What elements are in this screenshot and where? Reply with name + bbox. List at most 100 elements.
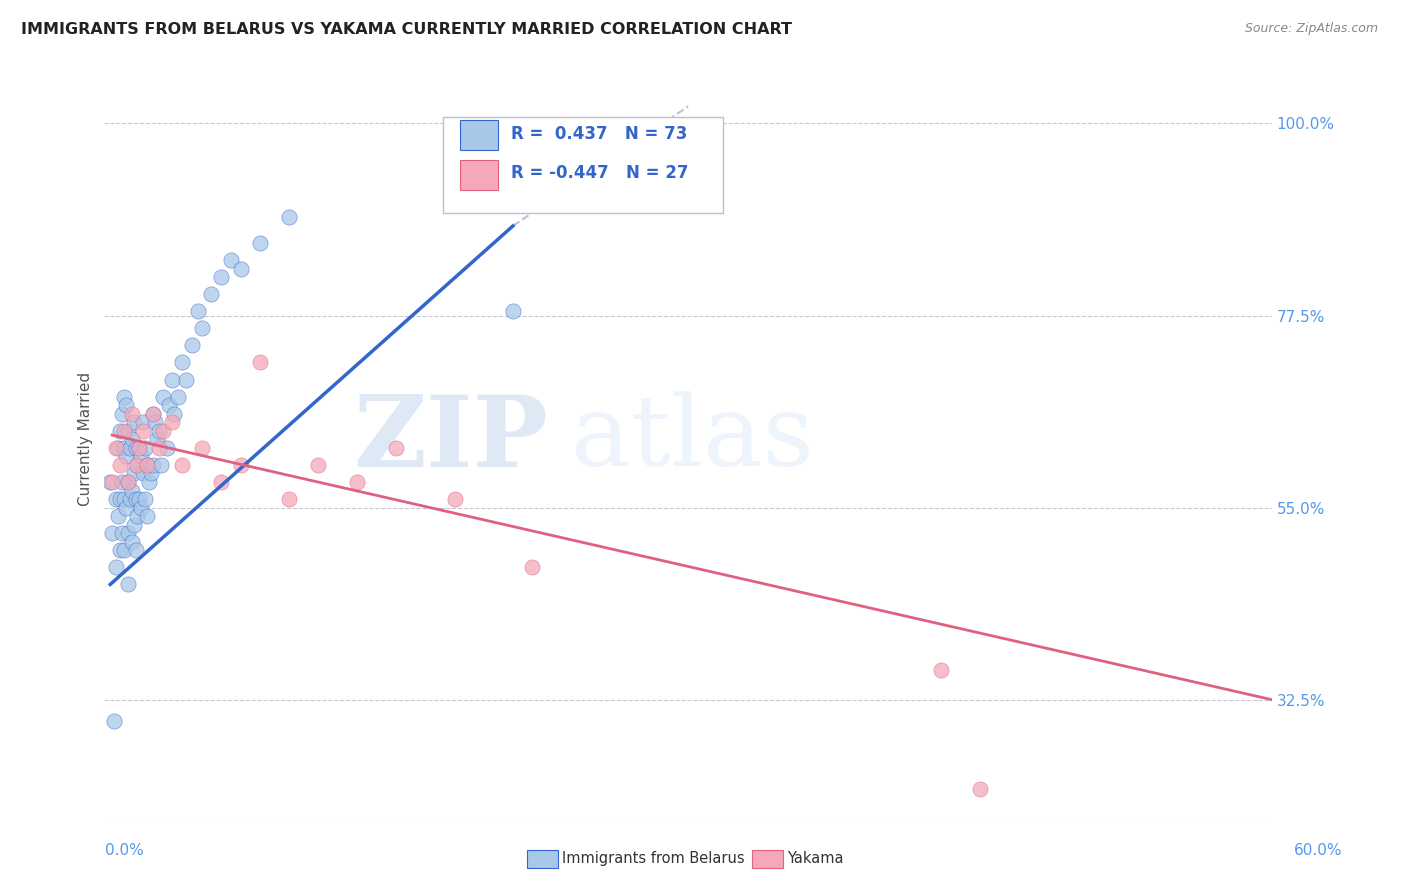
Text: Immigrants from Belarus: Immigrants from Belarus [562, 852, 745, 866]
Text: R = -0.447   N = 27: R = -0.447 N = 27 [510, 164, 688, 182]
Point [229, 261, 252, 276]
Point [112, 441, 135, 455]
Point [502, 304, 524, 318]
Y-axis label: Currently Married: Currently Married [79, 372, 93, 507]
Point [229, 458, 252, 472]
Point [307, 458, 329, 472]
Point [114, 450, 136, 464]
Point [209, 270, 232, 285]
Point [121, 534, 143, 549]
Point [136, 458, 159, 472]
Point [124, 543, 146, 558]
Text: R =  0.437   N = 73: R = 0.437 N = 73 [510, 125, 688, 144]
Point [118, 491, 141, 506]
Point [136, 458, 159, 472]
Point [929, 663, 952, 677]
Point [143, 415, 166, 429]
Text: Yakama: Yakama [787, 852, 844, 866]
Point [112, 491, 135, 506]
Point [187, 304, 209, 318]
Point [108, 458, 131, 472]
Point [117, 424, 139, 438]
Point [124, 491, 146, 506]
Point [172, 355, 194, 369]
Text: atlas: atlas [571, 392, 814, 487]
Point [152, 424, 174, 438]
Point [103, 714, 125, 728]
FancyBboxPatch shape [461, 161, 498, 190]
Point [142, 407, 165, 421]
Point [148, 441, 170, 455]
Point [174, 373, 197, 387]
Point [219, 253, 242, 268]
Point [162, 373, 184, 387]
Point [114, 398, 136, 412]
Point [131, 450, 153, 464]
Point [138, 475, 160, 489]
Point [105, 560, 128, 574]
Point [249, 355, 271, 369]
Point [181, 338, 204, 352]
Point [118, 441, 141, 455]
Point [121, 433, 143, 447]
Point [148, 424, 170, 438]
Point [122, 517, 145, 532]
Point [112, 390, 135, 404]
Point [136, 509, 159, 524]
Point [132, 424, 155, 438]
Point [128, 441, 150, 455]
Point [522, 560, 544, 574]
Point [209, 475, 232, 489]
Text: 0.0%: 0.0% [105, 843, 145, 858]
Point [98, 475, 121, 489]
Point [172, 458, 194, 472]
Point [167, 390, 190, 404]
Point [117, 475, 139, 489]
Point [131, 500, 153, 515]
Point [190, 321, 212, 335]
Point [117, 475, 139, 489]
Point [122, 467, 145, 481]
Point [105, 441, 128, 455]
Text: 60.0%: 60.0% [1295, 843, 1343, 858]
FancyBboxPatch shape [443, 117, 723, 212]
Point [122, 415, 145, 429]
Point [117, 577, 139, 591]
Text: ZIP: ZIP [353, 391, 548, 488]
Point [134, 491, 156, 506]
FancyBboxPatch shape [461, 120, 498, 150]
Text: Source: ZipAtlas.com: Source: ZipAtlas.com [1244, 22, 1378, 36]
Point [105, 491, 128, 506]
Point [152, 390, 174, 404]
Point [124, 441, 146, 455]
Point [114, 500, 136, 515]
Point [128, 441, 150, 455]
Point [111, 407, 134, 421]
Text: IMMIGRANTS FROM BELARUS VS YAKAMA CURRENTLY MARRIED CORRELATION CHART: IMMIGRANTS FROM BELARUS VS YAKAMA CURREN… [21, 22, 792, 37]
Point [124, 458, 146, 472]
Point [142, 407, 165, 421]
Point [969, 782, 991, 797]
Point [107, 509, 129, 524]
Point [139, 467, 162, 481]
Point [117, 526, 139, 541]
Point [127, 509, 149, 524]
Point [142, 458, 165, 472]
Point [112, 543, 135, 558]
Point [249, 235, 271, 250]
Point [190, 441, 212, 455]
Point [200, 287, 222, 301]
Point [127, 458, 149, 472]
Point [162, 415, 184, 429]
Point [163, 407, 186, 421]
Point [146, 433, 169, 447]
Point [108, 424, 131, 438]
Point [101, 475, 124, 489]
Point [149, 458, 172, 472]
Point [132, 415, 155, 429]
Point [121, 483, 143, 498]
Point [157, 398, 180, 412]
Point [108, 543, 131, 558]
Point [134, 441, 156, 455]
Point [112, 424, 135, 438]
